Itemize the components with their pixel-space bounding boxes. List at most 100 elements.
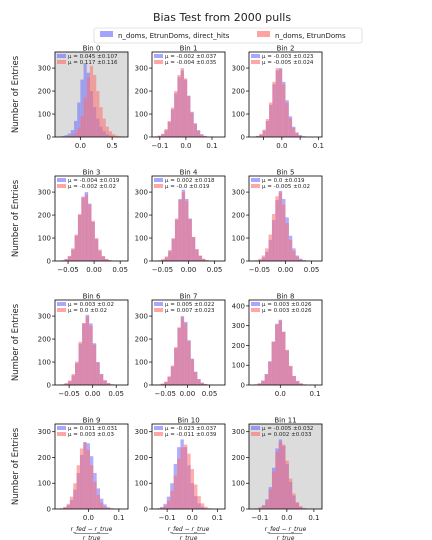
bar-red [200, 382, 204, 385]
y-tick-label: 300 [135, 65, 148, 73]
bar-red [177, 327, 181, 385]
x-axis-label-col-0: r_fed − r_true r_true [71, 526, 113, 540]
bar-red [187, 453, 191, 509]
bar-red [98, 249, 102, 261]
bar-blue [74, 120, 78, 137]
bar-blue [70, 130, 75, 137]
bar-red [66, 503, 70, 509]
bar-red [74, 132, 78, 137]
bar-red [170, 490, 174, 509]
bar-red [197, 379, 201, 385]
y-tick-label: 200 [135, 88, 148, 96]
bar-red [181, 192, 186, 261]
y-tick-label: 100 [135, 359, 148, 367]
x-tick-label: 0.1 [313, 142, 324, 150]
bar-red [298, 135, 302, 137]
plot-frame [54, 51, 129, 138]
plot-frame [54, 175, 129, 262]
bar-red [190, 469, 195, 509]
bar-red [285, 460, 289, 509]
mu-label-blue: μ = -0.004 ±0.019 [68, 178, 120, 184]
bar-blue [77, 102, 81, 137]
y-tick-label: 200 [232, 454, 245, 462]
mu-label-blue: μ = -0.005 ±0.032 [262, 426, 313, 432]
y-tick-label: 300 [38, 313, 51, 321]
bar-red [269, 102, 273, 137]
bar-red [105, 258, 109, 261]
bar-red [64, 383, 68, 385]
series-red [57, 316, 121, 385]
bar-red [265, 500, 269, 509]
series-red [250, 320, 314, 385]
mu-label-blue: μ = -0.023 ±0.037 [165, 426, 217, 432]
x-axis-label-numerator: r_fed − r_true [71, 526, 113, 533]
bar-red [268, 361, 272, 385]
mu-swatch-red [251, 308, 260, 312]
bar-red [299, 259, 303, 261]
mu-label-blue: μ = 0.002 ±0.018 [165, 178, 215, 184]
x-tick-label: 0.1 [309, 390, 320, 398]
figure-title: Bias Test from 2000 pulls [153, 11, 291, 24]
x-tick-label: 0.00 [181, 266, 197, 274]
bar-red [96, 91, 100, 137]
bar-red [278, 69, 283, 137]
y-axis-labels: Number of Entries Number of Entries Number… [11, 55, 21, 505]
mu-swatch-blue [251, 302, 260, 306]
bar-red [187, 96, 191, 137]
bar-red [74, 234, 78, 261]
y-tick-label: 300 [38, 428, 51, 436]
y-tick-label: 200 [232, 88, 245, 96]
x-tick-label: 0.0 [83, 514, 94, 522]
x-tick-label: −0.1 [251, 514, 268, 522]
bar-red [167, 120, 171, 137]
x-axis-label-numerator: r_fed − r_true [168, 526, 210, 533]
y-axis-label-row-3: Number of Entries [11, 427, 21, 505]
mu-swatch-blue [57, 302, 66, 306]
bar-red [285, 349, 289, 385]
y-tick-label: 0 [241, 258, 245, 266]
bar-red [198, 255, 203, 261]
x-tick-label: 0.1 [308, 514, 319, 522]
y-tick-label: 100 [135, 480, 148, 488]
bar-red [288, 365, 293, 385]
bar-red [299, 383, 303, 385]
mu-swatch-red [154, 184, 163, 188]
bar-red [77, 213, 82, 261]
x-tick-label: 0.1 [212, 514, 223, 522]
bar-red [89, 65, 94, 137]
bar-red [86, 449, 90, 509]
mu-label-red: μ = -0.002 ±0.02 [68, 184, 116, 190]
mu-swatch-blue [251, 178, 260, 182]
bar-red [168, 249, 172, 261]
bar-red [295, 502, 300, 509]
x-axis-label-denominator: r_true [83, 535, 101, 540]
bar-red [288, 118, 293, 137]
bar-red [188, 219, 192, 261]
panel-title: Bin 6 [83, 293, 101, 301]
x-tick-label: 0.00 [180, 390, 196, 398]
y-tick-label: 100 [135, 111, 148, 119]
series-red [154, 317, 214, 385]
mu-label-red: μ = -0.005 ±0.024 [262, 60, 314, 66]
y-tick-label: 300 [232, 322, 245, 330]
bar-red [164, 381, 168, 385]
y-tick-label: 0 [144, 258, 148, 266]
mu-label-blue: μ = 0.011 ±0.031 [68, 426, 117, 432]
bar-red [200, 134, 204, 137]
mu-label-blue: μ = 0.045 ±0.107 [68, 54, 118, 60]
bar-red [194, 372, 198, 385]
bar-red [166, 500, 171, 509]
bar-red [271, 471, 276, 509]
mu-swatch-blue [154, 302, 163, 306]
x-axis-labels: r_fed − r_true r_true r_fed − r_true r_true… [71, 526, 307, 540]
bar-blue [67, 133, 71, 137]
mu-label-red: μ = 0.007 ±0.023 [165, 308, 215, 314]
x-tick-label: 0.05 [202, 390, 218, 398]
y-tick-label: 0 [241, 506, 245, 514]
